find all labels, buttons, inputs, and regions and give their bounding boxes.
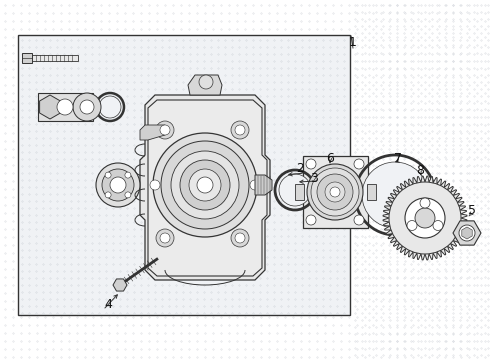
Circle shape xyxy=(125,172,131,178)
Circle shape xyxy=(362,162,428,228)
Circle shape xyxy=(407,220,417,230)
Polygon shape xyxy=(148,100,267,276)
Circle shape xyxy=(110,177,126,193)
Circle shape xyxy=(306,159,316,169)
Circle shape xyxy=(250,180,260,190)
Circle shape xyxy=(354,215,364,225)
Circle shape xyxy=(317,174,353,210)
Bar xyxy=(18,35,350,315)
Circle shape xyxy=(57,99,73,115)
Circle shape xyxy=(160,233,170,243)
Circle shape xyxy=(231,229,249,247)
Circle shape xyxy=(180,160,230,210)
Polygon shape xyxy=(383,176,467,260)
Polygon shape xyxy=(140,95,270,280)
Bar xyxy=(367,184,376,200)
Text: 7: 7 xyxy=(394,152,402,165)
Circle shape xyxy=(199,75,213,89)
Circle shape xyxy=(161,141,249,229)
Circle shape xyxy=(389,182,461,254)
Circle shape xyxy=(433,220,443,230)
Polygon shape xyxy=(453,221,481,245)
Circle shape xyxy=(99,96,121,118)
Circle shape xyxy=(311,168,359,216)
Polygon shape xyxy=(40,95,60,119)
Circle shape xyxy=(80,100,94,114)
Circle shape xyxy=(153,133,257,237)
Circle shape xyxy=(415,208,435,228)
Text: 2: 2 xyxy=(296,162,304,175)
Circle shape xyxy=(307,164,363,220)
Circle shape xyxy=(96,163,140,207)
Circle shape xyxy=(235,233,245,243)
Text: 3: 3 xyxy=(310,171,318,185)
Text: 8: 8 xyxy=(416,163,424,176)
Circle shape xyxy=(405,198,445,238)
Bar xyxy=(303,156,368,228)
Text: 6: 6 xyxy=(326,152,334,165)
Circle shape xyxy=(102,169,134,201)
Circle shape xyxy=(171,151,239,219)
Circle shape xyxy=(156,121,174,139)
Text: 5: 5 xyxy=(468,203,476,216)
Bar xyxy=(295,184,304,200)
Polygon shape xyxy=(462,227,472,239)
Bar xyxy=(38,93,93,121)
Text: 4: 4 xyxy=(104,298,112,311)
Circle shape xyxy=(459,225,475,241)
Circle shape xyxy=(105,192,111,198)
Circle shape xyxy=(306,215,316,225)
Polygon shape xyxy=(113,279,127,291)
Polygon shape xyxy=(255,175,272,195)
Circle shape xyxy=(279,174,311,206)
Bar xyxy=(22,53,32,63)
Circle shape xyxy=(231,121,249,139)
Circle shape xyxy=(156,229,174,247)
Circle shape xyxy=(189,169,221,201)
Text: 1: 1 xyxy=(349,36,357,49)
Circle shape xyxy=(73,93,101,121)
Circle shape xyxy=(197,177,213,193)
Circle shape xyxy=(330,187,340,197)
Bar xyxy=(30,55,78,61)
Circle shape xyxy=(150,180,160,190)
Circle shape xyxy=(125,192,131,198)
Polygon shape xyxy=(140,125,165,140)
Circle shape xyxy=(325,182,345,202)
Circle shape xyxy=(420,198,430,208)
Polygon shape xyxy=(188,75,222,95)
Circle shape xyxy=(105,172,111,178)
Circle shape xyxy=(354,159,364,169)
Circle shape xyxy=(235,125,245,135)
Circle shape xyxy=(160,125,170,135)
